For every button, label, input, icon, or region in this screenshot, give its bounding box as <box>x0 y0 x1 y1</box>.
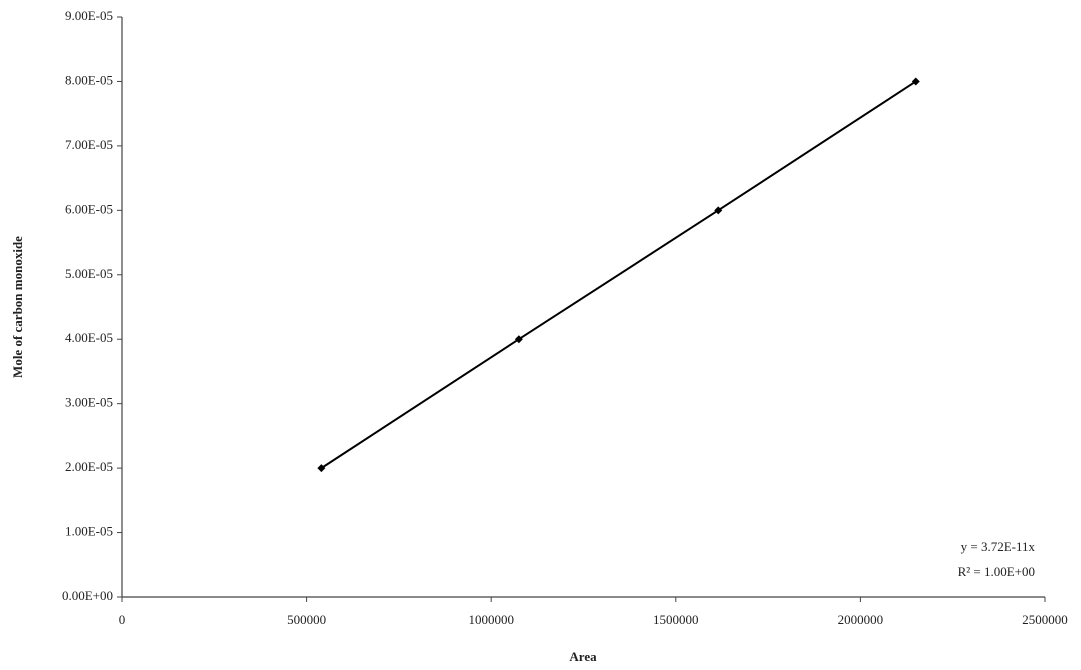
y-tick-label: 3.00E-05 <box>65 395 113 410</box>
y-tick-label: 6.00E-05 <box>65 201 113 216</box>
x-tick-label: 2000000 <box>838 612 884 627</box>
y-tick-label: 1.00E-05 <box>65 524 113 539</box>
r-squared: R² = 1.00E+00 <box>958 564 1035 579</box>
x-tick-label: 1500000 <box>653 612 699 627</box>
x-tick-label: 500000 <box>287 612 326 627</box>
x-tick-label: 1000000 <box>468 612 514 627</box>
y-tick-label: 8.00E-05 <box>65 72 113 87</box>
y-axis-label: Mole of carbon monoxide <box>10 236 25 378</box>
y-tick-label: 0.00E+00 <box>62 588 113 603</box>
x-axis-label: Area <box>569 649 597 664</box>
y-tick-label: 7.00E-05 <box>65 137 113 152</box>
y-tick-label: 9.00E-05 <box>65 8 113 23</box>
x-tick-label: 0 <box>119 612 126 627</box>
marker <box>317 464 326 473</box>
equation: y = 3.72E-11x <box>961 539 1036 554</box>
marker <box>911 77 920 86</box>
y-tick-label: 2.00E-05 <box>65 459 113 474</box>
trendline <box>320 80 917 469</box>
y-tick-label: 5.00E-05 <box>65 266 113 281</box>
marker <box>714 206 723 215</box>
y-tick-label: 4.00E-05 <box>65 330 113 345</box>
marker <box>514 335 523 344</box>
x-tick-label: 2500000 <box>1022 612 1068 627</box>
